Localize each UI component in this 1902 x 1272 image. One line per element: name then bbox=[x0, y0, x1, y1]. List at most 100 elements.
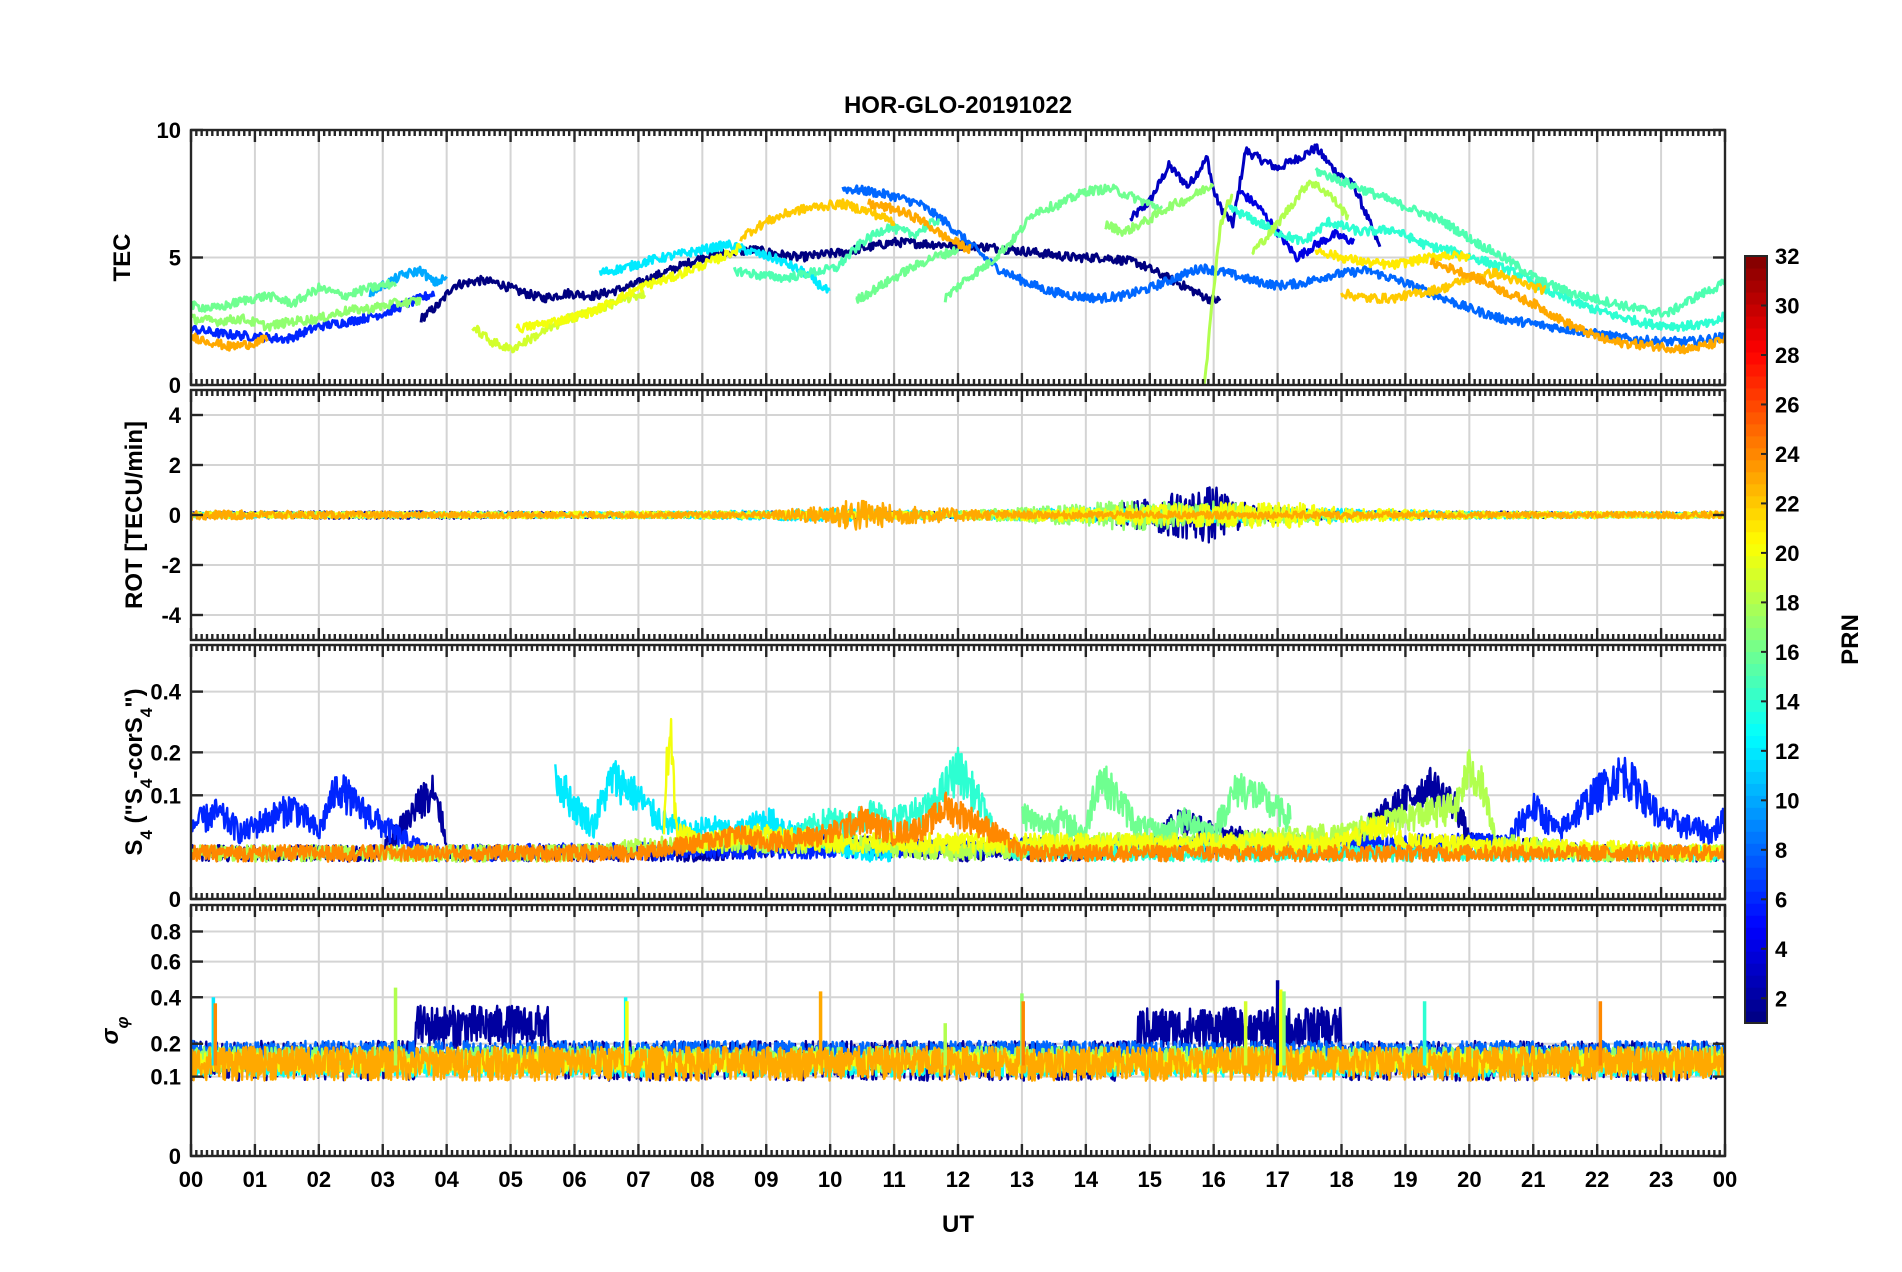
series-prn-15 bbox=[732, 217, 941, 283]
series-prn-6 bbox=[191, 290, 436, 344]
y-tick-label: 0.2 bbox=[150, 740, 181, 765]
colorbar-swatch bbox=[1745, 399, 1767, 413]
colorbar-tick-label: 28 bbox=[1775, 343, 1799, 368]
colorbar-tick-label: 2 bbox=[1775, 986, 1787, 1011]
colorbar-swatch bbox=[1745, 687, 1767, 701]
colorbar-swatch bbox=[1745, 879, 1767, 892]
y-axis-label: TEC bbox=[109, 234, 136, 282]
series-prn-16 bbox=[943, 183, 1163, 303]
series-prn-22 bbox=[1340, 267, 1547, 304]
series-prn-23 bbox=[867, 198, 972, 254]
x-tick-label: 12 bbox=[946, 1167, 970, 1192]
series-group bbox=[191, 486, 1725, 544]
x-tick-label: 04 bbox=[434, 1167, 459, 1192]
colorbar-swatch bbox=[1745, 387, 1767, 401]
tick-marks bbox=[189, 128, 1727, 387]
y-tick-label: 2 bbox=[169, 453, 181, 478]
tick-marks bbox=[189, 905, 1727, 1158]
colorbar-tick-label: 30 bbox=[1775, 293, 1799, 318]
colorbar-swatch bbox=[1745, 951, 1767, 964]
colorbar-swatch bbox=[1745, 519, 1767, 533]
y-axis-label: ROT [TECU/min] bbox=[121, 421, 148, 609]
colorbar-swatch bbox=[1745, 975, 1767, 988]
colorbar-swatch bbox=[1745, 447, 1767, 461]
colorbar-tick-label: 14 bbox=[1775, 689, 1800, 714]
y-tick-label: 5 bbox=[169, 246, 181, 271]
colorbar-tick-label: 10 bbox=[1775, 788, 1799, 813]
colorbar-swatch bbox=[1745, 723, 1767, 736]
grid bbox=[191, 130, 1725, 385]
series-prn-17 bbox=[1104, 182, 1215, 237]
x-tick-label: 00 bbox=[1713, 1167, 1737, 1192]
chart-title: HOR-GLO-20191022 bbox=[844, 92, 1072, 119]
colorbar-swatch bbox=[1745, 256, 1767, 269]
series-group bbox=[191, 143, 1725, 385]
series-prn-14 bbox=[1225, 202, 1725, 333]
colorbar-swatch bbox=[1745, 891, 1767, 904]
colorbar-label: PRN bbox=[1837, 614, 1864, 665]
y-tick-label: -2 bbox=[161, 553, 181, 578]
colorbar-swatch bbox=[1745, 903, 1767, 916]
y-tick-label: 0.1 bbox=[150, 1065, 181, 1090]
colorbar-swatch bbox=[1745, 375, 1767, 389]
y-label-text: S bbox=[121, 840, 148, 856]
series-prn-3 bbox=[1129, 143, 1382, 248]
colorbar-tick-label: 18 bbox=[1775, 590, 1799, 615]
series-prn-22 bbox=[739, 198, 896, 242]
colorbar-swatch bbox=[1745, 363, 1767, 377]
colorbar-swatch bbox=[1745, 435, 1767, 449]
x-tick-label: 13 bbox=[1010, 1167, 1034, 1192]
colorbar-swatch bbox=[1745, 831, 1767, 844]
panel-s4: 00.10.20.4S4 ("S4-corS4") bbox=[121, 643, 1727, 912]
x-tick-label: 02 bbox=[307, 1167, 331, 1192]
colorbar-swatch bbox=[1745, 747, 1767, 760]
colorbar-swatch bbox=[1745, 423, 1767, 437]
colorbar-swatch bbox=[1745, 411, 1767, 425]
x-tick-label: 06 bbox=[562, 1167, 586, 1192]
y-label-subscript: 4 bbox=[137, 830, 156, 840]
tick-marks bbox=[189, 390, 1727, 640]
colorbar-swatch bbox=[1745, 711, 1767, 724]
colorbar-swatch bbox=[1745, 735, 1767, 748]
x-tick-label: 21 bbox=[1521, 1167, 1545, 1192]
panel-sigma: 0 0.1 0.2 0.4 0.6 0.8 σφ 00 01 02 03 04 05 06 07 08 09 10… bbox=[97, 903, 1737, 1192]
x-tick-label: 23 bbox=[1649, 1167, 1673, 1192]
series-prn-24 bbox=[191, 791, 1725, 863]
colorbar-swatch bbox=[1745, 639, 1767, 653]
colorbar-swatch bbox=[1745, 867, 1767, 880]
colorbar-swatch bbox=[1745, 555, 1767, 569]
series-prn-4 bbox=[1237, 190, 1356, 263]
series-prn-12 bbox=[598, 239, 831, 294]
x-tick-label: 22 bbox=[1585, 1167, 1609, 1192]
colorbar-tick-label: 12 bbox=[1775, 739, 1799, 764]
series-prn-23 bbox=[191, 1045, 1725, 1082]
y-label-subscript: 4 bbox=[137, 778, 156, 788]
colorbar-swatch bbox=[1745, 507, 1767, 521]
colorbar-swatch bbox=[1745, 795, 1767, 808]
y-label-text: σ bbox=[97, 1027, 124, 1044]
y-label-text: -corS bbox=[121, 717, 148, 778]
colorbar-swatch bbox=[1745, 855, 1767, 868]
x-tick-label: 17 bbox=[1265, 1167, 1289, 1192]
colorbar-tick-label: 16 bbox=[1775, 640, 1799, 665]
colorbar-swatch bbox=[1745, 807, 1767, 820]
series-prn-23 bbox=[191, 332, 269, 352]
series-prn-16 bbox=[191, 279, 397, 313]
colorbar-tick-label: 20 bbox=[1775, 541, 1799, 566]
colorbar-swatch bbox=[1745, 843, 1767, 856]
y-tick-label: 0.1 bbox=[150, 783, 181, 808]
colorbar-swatch bbox=[1745, 699, 1767, 713]
y-tick-label: 0.6 bbox=[150, 950, 181, 975]
panel-tec: 0 5 10 TEC bbox=[109, 118, 1727, 398]
colorbar-tick-label: 8 bbox=[1775, 838, 1787, 863]
colorbar-swatch bbox=[1745, 351, 1767, 365]
colorbar-swatch bbox=[1745, 603, 1767, 617]
colorbar-swatch bbox=[1745, 819, 1767, 832]
colorbar-tick-label: 26 bbox=[1775, 392, 1799, 417]
colorbar-swatch bbox=[1745, 303, 1767, 317]
colorbar-swatch bbox=[1745, 771, 1767, 784]
y-label-text: ") bbox=[121, 688, 148, 707]
y-label-subscript: 4 bbox=[137, 707, 156, 717]
